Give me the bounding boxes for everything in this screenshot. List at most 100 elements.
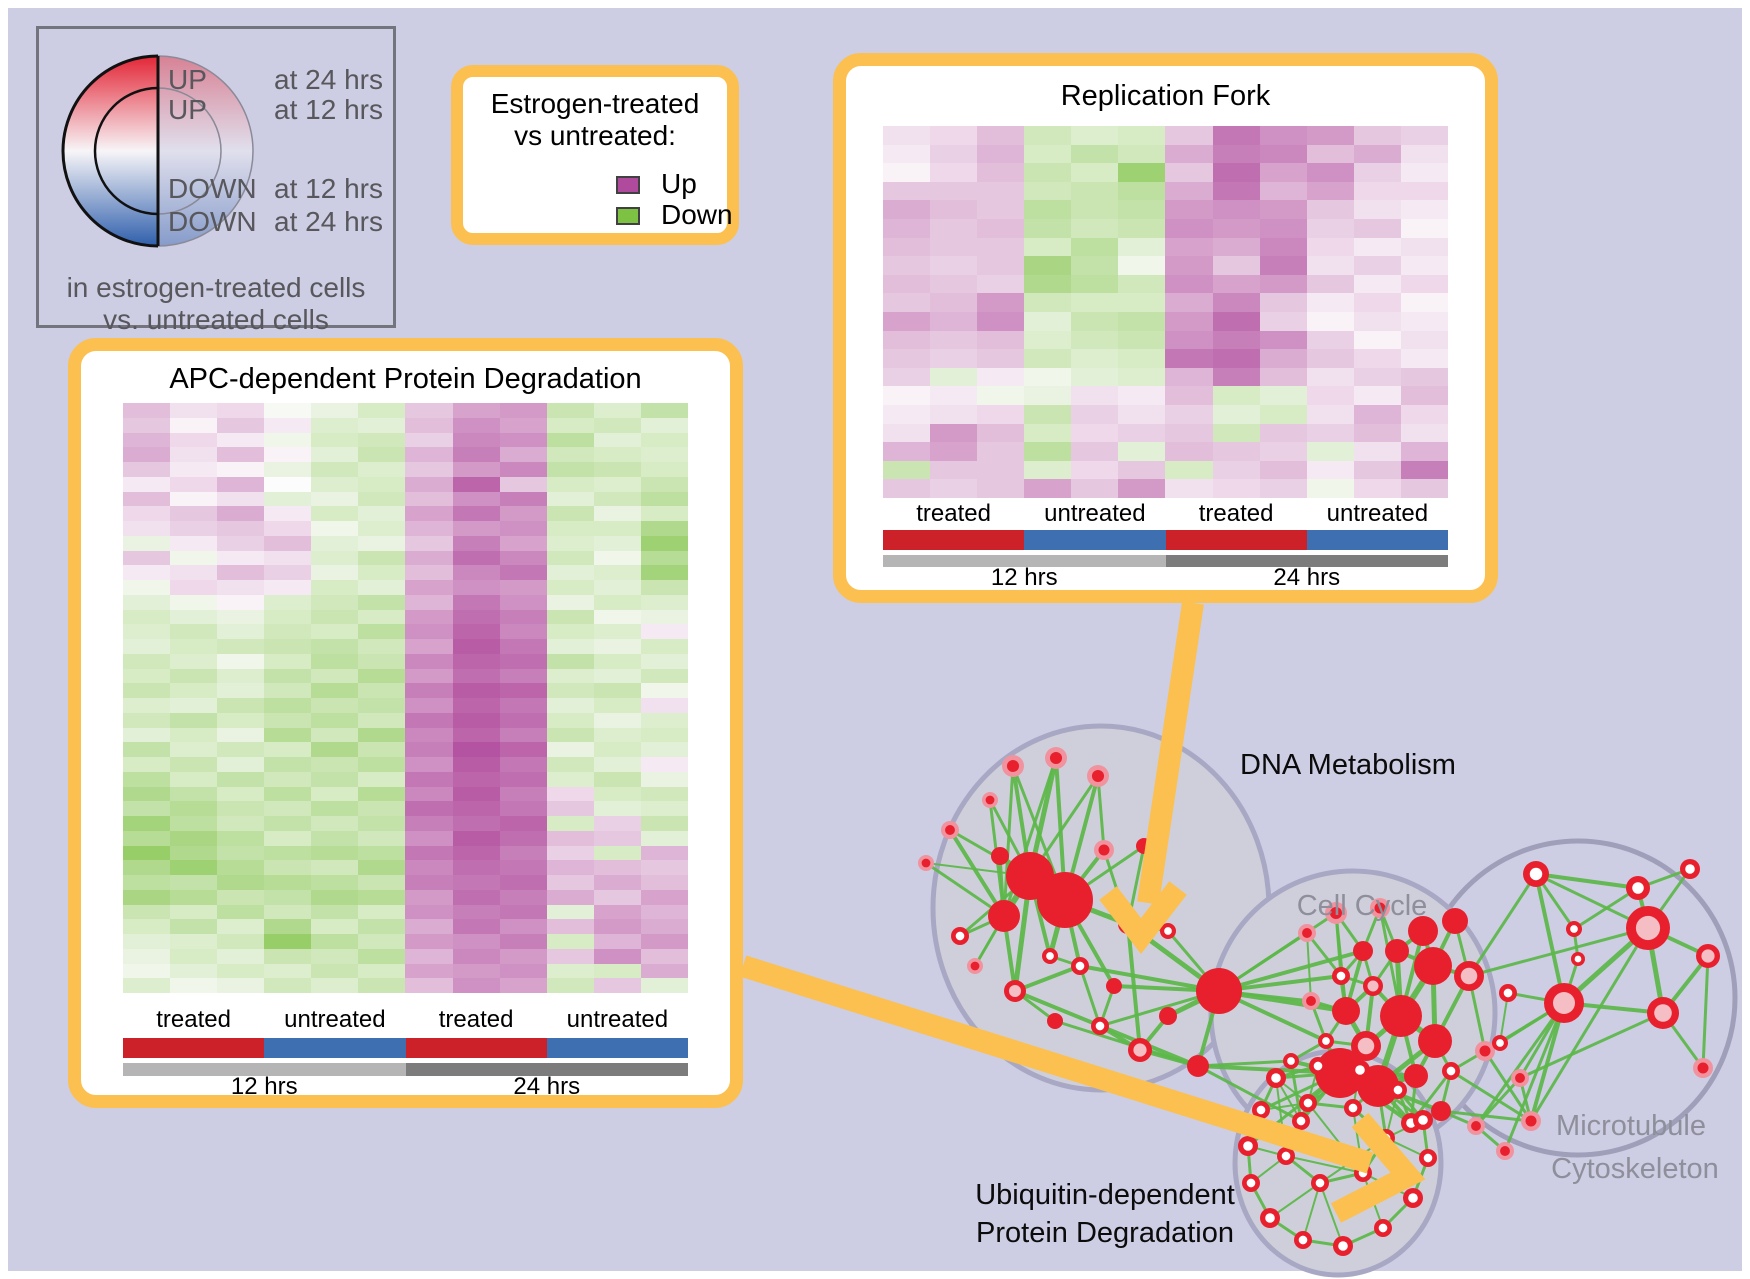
- heatmap-cell: [405, 462, 453, 477]
- heatmap-cell: [217, 757, 265, 772]
- heatmap-cell: [640, 757, 688, 772]
- heatmap-cell: [452, 565, 500, 580]
- heatmap-cell: [217, 476, 265, 492]
- heatmap-cell: [170, 653, 218, 669]
- heatmap-cell: [264, 580, 312, 595]
- heatmap-cell: [977, 293, 1025, 312]
- heatmap-cell: [1353, 479, 1401, 498]
- rf-group-labels: treated untreated treated untreated: [883, 500, 1448, 528]
- heatmap-cell: [358, 653, 406, 669]
- heatmap-cell: [123, 875, 171, 890]
- heatmap-cell: [1212, 237, 1260, 257]
- arrow-replication-fork-to-dna: [1137, 601, 1204, 905]
- heatmap-cell: [1353, 293, 1401, 312]
- heatmap-cell: [1071, 293, 1119, 312]
- heatmap-cell: [452, 875, 500, 890]
- microtubule-label-line1: Microtubule: [1556, 1110, 1706, 1142]
- heatmap-cell: [546, 550, 594, 566]
- heatmap-cell: [170, 860, 218, 875]
- heatmap-cell: [217, 624, 265, 639]
- heatmap-cell: [1259, 256, 1307, 275]
- heatmap-cell: [930, 200, 978, 219]
- heatmap-cell: [358, 491, 406, 507]
- heatmap-cell: [593, 786, 641, 802]
- apc-time-label-24h: 24 hrs: [513, 1073, 581, 1100]
- heatmap-cell: [546, 786, 594, 802]
- apc-heatmap-panel: APC-dependent Protein Degradation treate…: [68, 338, 743, 1108]
- heatmap-cell: [452, 830, 500, 846]
- heatmap-cell: [1306, 293, 1354, 312]
- heatmap-cell: [640, 521, 688, 536]
- heatmap-cell: [264, 506, 312, 521]
- heatmap-cell: [499, 757, 547, 772]
- heatmap-cell: [1400, 200, 1448, 219]
- heatmap-cell: [264, 565, 312, 580]
- heatmap-cell: [499, 786, 547, 802]
- heatmap-cell: [1071, 405, 1119, 424]
- heatmap-cell: [1259, 460, 1307, 480]
- heatmap-cell: [499, 771, 547, 787]
- heatmap-cell: [883, 367, 931, 387]
- heatmap-cell: [358, 683, 406, 698]
- heatmap-cell: [640, 432, 688, 448]
- heatmap-cell: [1353, 237, 1401, 257]
- heatmap-cell: [405, 668, 453, 684]
- heatmap-cell: [170, 698, 218, 713]
- heatmap-cell: [405, 491, 453, 507]
- heatmap-cell: [123, 506, 171, 521]
- rf-group-label-treated-12h: treated: [916, 500, 991, 527]
- heatmap-cell: [499, 712, 547, 728]
- heatmap-cell: [930, 293, 978, 312]
- heatmap-cell: [640, 580, 688, 595]
- heatmap-cell: [593, 476, 641, 492]
- heatmap-cell: [1400, 274, 1448, 294]
- heatmap-cell: [311, 462, 359, 477]
- heatmap-cell: [1024, 219, 1072, 238]
- heatmap-cell: [311, 860, 359, 875]
- heatmap-cell: [930, 479, 978, 498]
- heatmap-cell: [1259, 293, 1307, 312]
- panel-arrows: [739, 601, 1426, 1223]
- heatmap-cell: [452, 786, 500, 802]
- heatmap-cell: [1400, 219, 1448, 238]
- heatmap-cell: [170, 889, 218, 905]
- heatmap-cell: [593, 624, 641, 639]
- heatmap-cell: [640, 609, 688, 625]
- heatmap-cell: [640, 978, 688, 993]
- heatmap-cell: [499, 417, 547, 433]
- heatmap-cell: [883, 219, 931, 238]
- heatmap-cell: [170, 580, 218, 595]
- heatmap-cell: [452, 580, 500, 595]
- heatmap-cell: [170, 712, 218, 728]
- heatmap-cell: [640, 550, 688, 566]
- heatmap-cell: [311, 845, 359, 861]
- heatmap-cell: [640, 727, 688, 743]
- heatmap-cell: [217, 934, 265, 949]
- heatmap-cell: [499, 594, 547, 610]
- apc-group-label-untreated-12h: untreated: [284, 1006, 386, 1033]
- rf-group-label-untreated-24h: untreated: [1326, 500, 1429, 527]
- heatmap-cell: [546, 757, 594, 772]
- heatmap-cell: [977, 219, 1025, 238]
- updown-row1-label: UP: [168, 64, 207, 95]
- heatmap-cell: [883, 423, 931, 443]
- heatmap-cell: [1212, 460, 1260, 480]
- heatmap-cell: [217, 904, 265, 920]
- heatmap-cell: [170, 535, 218, 551]
- heatmap-cell: [311, 639, 359, 654]
- heatmap-cell: [930, 442, 978, 461]
- heatmap-cell: [405, 963, 453, 979]
- heatmap-cell: [930, 126, 978, 145]
- heatmap-cell: [1118, 256, 1166, 275]
- heatmap-cell: [640, 476, 688, 492]
- heatmap-cell: [311, 889, 359, 905]
- heatmap-cell: [217, 771, 265, 787]
- heatmap-cell: [358, 476, 406, 492]
- heatmap-cell: [452, 801, 500, 816]
- heatmap-cell: [452, 845, 500, 861]
- heatmap-cell: [358, 919, 406, 934]
- heatmap-cell: [123, 565, 171, 580]
- heatmap-cell: [640, 565, 688, 580]
- heatmap-cell: [499, 432, 547, 448]
- heatmap-cell: [1071, 367, 1119, 387]
